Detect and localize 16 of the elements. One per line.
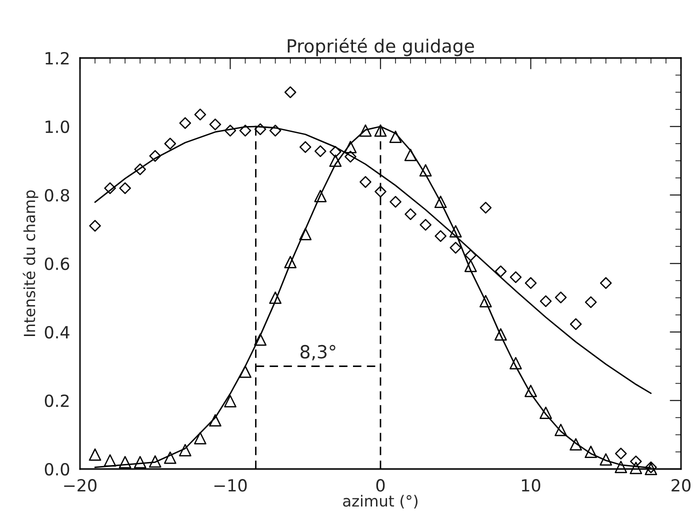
y-tick-label: 1.2 <box>46 52 69 64</box>
x-tick-label: 0 <box>376 479 385 492</box>
y-tick-label: 1.0 <box>46 120 70 134</box>
x-tick-label: −20 <box>64 479 96 492</box>
x-axis-title: azimut (°) <box>343 494 418 508</box>
annotation: 8,3° <box>300 344 336 360</box>
x-tick-label: −10 <box>214 479 247 492</box>
chart-title: Propriété de guidage <box>288 38 474 56</box>
y-tick-label: 0.4 <box>44 326 70 339</box>
y-tick-label: 0.0 <box>44 462 70 476</box>
y-tick-label: 0.6 <box>44 257 70 270</box>
y-axis-title: Intensité du champ <box>22 190 38 336</box>
x-tick-label: 10 <box>522 479 540 492</box>
x-tick-label: 20 <box>672 479 690 492</box>
y-tick-label: 0.2 <box>44 394 69 408</box>
y-tick-label: 0.8 <box>44 188 70 202</box>
